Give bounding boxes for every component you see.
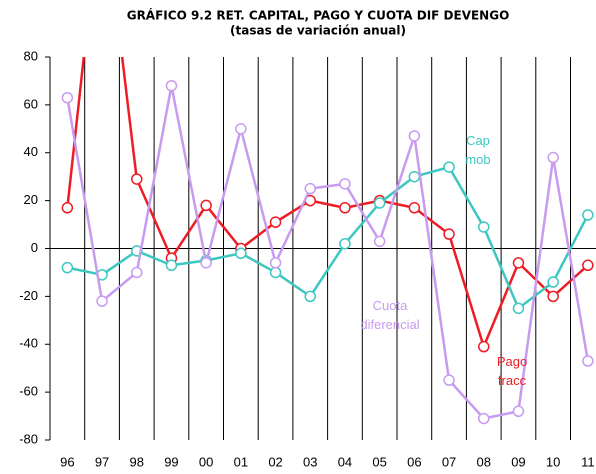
data-point [269, 257, 282, 269]
data-point [408, 130, 421, 142]
data-point [512, 257, 525, 269]
x-tick-label: 10 [546, 454, 560, 469]
data-point [547, 276, 559, 288]
data-point [131, 173, 143, 185]
y-tick-label: 20 [24, 192, 38, 207]
data-point [582, 209, 594, 221]
data-point [582, 259, 594, 272]
x-tick-label: 96 [60, 454, 74, 469]
x-tick-label: 97 [95, 454, 109, 469]
chart-subtitle: (tasas de variación anual) [230, 24, 406, 38]
data-point [512, 405, 525, 418]
series-line [67, 165, 589, 311]
data-point [200, 199, 212, 212]
data-point [165, 259, 178, 272]
data-point [408, 170, 421, 183]
data-point [443, 374, 455, 386]
data-point [339, 202, 351, 214]
x-tick-label: 11 [581, 454, 595, 469]
y-tick-label: 40 [24, 144, 38, 159]
y-tick-label: -80 [19, 431, 38, 446]
data-point [339, 237, 351, 250]
data-point [131, 266, 143, 279]
x-tick-label: 01 [234, 454, 248, 469]
data-point [165, 79, 178, 92]
data-point [269, 266, 282, 279]
data-point [512, 302, 525, 315]
data-point [443, 228, 455, 240]
y-tick-label: -60 [19, 384, 38, 399]
y-tick-label: 60 [24, 96, 38, 111]
data-point [582, 355, 594, 367]
x-tick-label: 05 [372, 454, 386, 469]
x-tick-label: 09 [511, 454, 525, 469]
data-point [304, 182, 316, 195]
data-point [478, 340, 490, 353]
data-point [443, 161, 455, 173]
y-tick-label: 0 [31, 240, 38, 255]
y-tick-label: 80 [24, 48, 38, 63]
data-point [547, 290, 559, 303]
x-tick-label: 06 [407, 454, 421, 469]
x-tick-label: 08 [477, 454, 491, 469]
plot-area [61, 57, 594, 425]
x-tick-label: 98 [130, 454, 144, 469]
data-point [61, 261, 74, 274]
data-point [200, 257, 212, 269]
y-tick-label: -40 [19, 336, 38, 351]
x-tick-label: 07 [442, 454, 456, 469]
x-tick-label: 02 [268, 454, 282, 469]
data-point [339, 178, 351, 190]
data-point [373, 235, 386, 248]
data-point [235, 123, 247, 135]
x-tick-label: 00 [199, 454, 213, 469]
data-point [373, 197, 386, 209]
data-point [478, 412, 490, 425]
series-label: Pago fracc [497, 354, 527, 388]
series-label: Cuota diferencial [360, 298, 419, 332]
data-point [235, 247, 247, 260]
data-point [478, 221, 490, 233]
x-tick-label: 03 [303, 454, 317, 469]
data-point [547, 151, 559, 164]
x-tick-label: 04 [338, 454, 352, 469]
data-point [408, 202, 421, 214]
chart-title: GRÁFICO 9.2 RET. CAPITAL, PAGO Y CUOTA D… [127, 8, 510, 23]
data-point [61, 202, 74, 214]
series-label: Cap mob [465, 133, 490, 167]
y-tick-label: -20 [19, 288, 38, 303]
series-line [66, 85, 590, 420]
data-point [304, 290, 316, 303]
data-point [96, 295, 108, 307]
x-tick-label: 99 [164, 454, 178, 469]
data-point [269, 216, 282, 228]
data-point [61, 91, 74, 104]
series-line [66, 57, 589, 351]
